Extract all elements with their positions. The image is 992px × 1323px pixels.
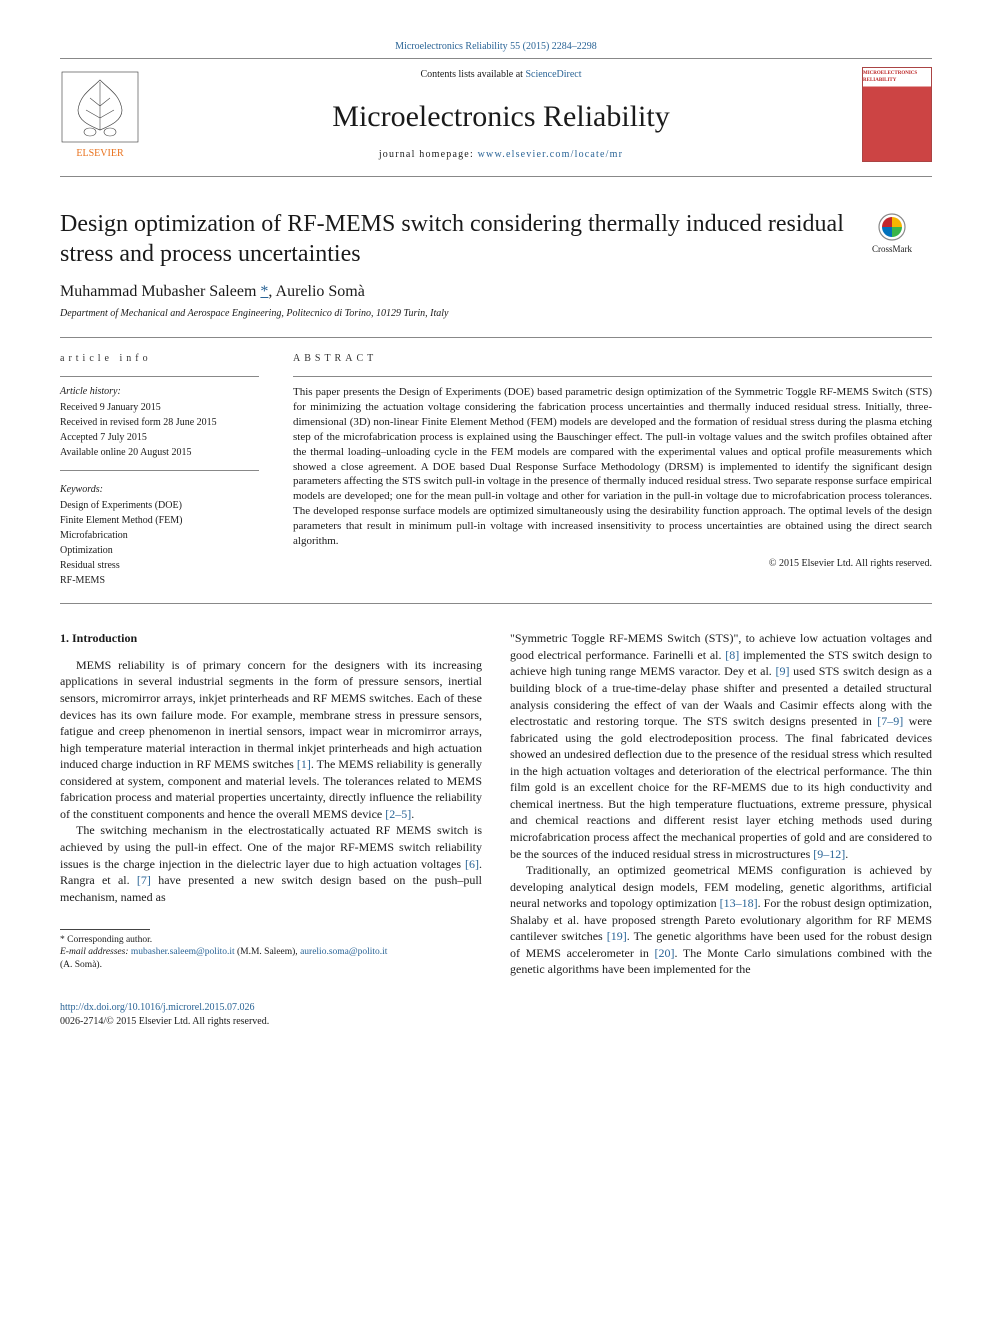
info-abstract-row: article info Article history: Received 9… (60, 338, 932, 604)
publisher-name: ELSEVIER (76, 148, 124, 159)
sciencedirect-link[interactable]: ScienceDirect (525, 69, 581, 80)
masthead: ELSEVIER Contents lists available at Sci… (60, 59, 932, 177)
email-name: (M.M. Saleem), (235, 947, 300, 957)
crossmark-label: CrossMark (872, 243, 912, 256)
history-item: Accepted 7 July 2015 (60, 431, 259, 445)
affiliation: Department of Mechanical and Aerospace E… (60, 307, 932, 321)
history-label: Article history: (60, 385, 259, 399)
paper-title: Design optimization of RF-MEMS switch co… (60, 209, 852, 269)
paragraph: MEMS reliability is of primary concern f… (60, 657, 482, 822)
ref-link[interactable]: [1] (297, 757, 311, 771)
keyword: Design of Experiments (DOE) (60, 499, 259, 513)
column-left: 1. Introduction MEMS reliability is of p… (60, 630, 482, 1028)
homepage-link[interactable]: www.elsevier.com/locate/mr (478, 149, 624, 160)
homepage-prefix: journal homepage: (379, 149, 478, 160)
info-subrule (60, 470, 259, 471)
paragraph: "Symmetric Toggle RF-MEMS Switch (STS)",… (510, 630, 932, 862)
ref-link[interactable]: [13–18] (720, 896, 758, 910)
contents-prefix: Contents lists available at (420, 69, 525, 80)
ref-link[interactable]: [19] (607, 929, 627, 943)
ref-link[interactable]: [8] (725, 648, 739, 662)
keyword: Microfabrication (60, 529, 259, 543)
journal-cover-thumb: MICROELECTRONICS RELIABILITY (862, 67, 932, 162)
abstract-block: ABSTRACT This paper presents the Design … (275, 338, 932, 603)
doi-link[interactable]: http://dx.doi.org/10.1016/j.microrel.201… (60, 1002, 255, 1013)
body-columns: 1. Introduction MEMS reliability is of p… (60, 630, 932, 1028)
history-item: Received 9 January 2015 (60, 401, 259, 415)
homepage-line: journal homepage: www.elsevier.com/locat… (150, 148, 852, 162)
ref-link[interactable]: [6] (465, 857, 479, 871)
keywords-label: Keywords: (60, 483, 259, 497)
column-right: "Symmetric Toggle RF-MEMS Switch (STS)",… (510, 630, 932, 1028)
section-heading: 1. Introduction (60, 630, 482, 647)
email-link[interactable]: mubasher.saleem@polito.it (131, 947, 235, 957)
crossmark-icon (878, 213, 906, 241)
author-2: Aurelio Somà (276, 283, 365, 300)
footer-block: http://dx.doi.org/10.1016/j.microrel.201… (60, 1001, 482, 1029)
contents-line: Contents lists available at ScienceDirec… (150, 68, 852, 82)
article-info: article info Article history: Received 9… (60, 338, 275, 603)
author-sep: , (268, 283, 275, 300)
masthead-center: Contents lists available at ScienceDirec… (140, 68, 862, 162)
running-head-link[interactable]: Microelectronics Reliability 55 (2015) 2… (395, 41, 597, 52)
keyword: Residual stress (60, 559, 259, 573)
article-info-label: article info (60, 352, 259, 366)
footnote-rule (60, 929, 150, 930)
keyword: RF-MEMS (60, 574, 259, 588)
email-link[interactable]: aurelio.soma@polito.it (300, 947, 387, 957)
email-name: (A. Somà). (60, 959, 482, 971)
authors: Muhammad Mubasher Saleem *, Aurelio Somà (60, 281, 932, 303)
paragraph: Traditionally, an optimized geometrical … (510, 862, 932, 978)
author-1: Muhammad Mubasher Saleem (60, 283, 260, 300)
crossmark-badge[interactable]: CrossMark (852, 209, 932, 269)
email-label: E-mail addresses: (60, 947, 131, 957)
publisher-logo: ELSEVIER (60, 70, 140, 160)
running-head: Microelectronics Reliability 55 (2015) 2… (60, 40, 932, 54)
ref-link[interactable]: [7–9] (877, 714, 903, 728)
elsevier-tree-icon: ELSEVIER (60, 70, 140, 160)
ref-link[interactable]: [7] (137, 873, 151, 887)
issn-line: 0026-2714/© 2015 Elsevier Ltd. All right… (60, 1015, 482, 1029)
journal-title: Microelectronics Reliability (150, 96, 852, 138)
abstract-text: This paper presents the Design of Experi… (293, 385, 932, 548)
info-subrule (60, 376, 259, 377)
cover-label: MICROELECTRONICS RELIABILITY (863, 70, 931, 84)
abstract-label: ABSTRACT (293, 352, 932, 366)
ref-link[interactable]: [2–5] (385, 807, 411, 821)
ref-link[interactable]: [9] (775, 664, 789, 678)
corr-label: * Corresponding author. (60, 934, 482, 946)
history-item: Available online 20 August 2015 (60, 446, 259, 460)
abstract-copyright: © 2015 Elsevier Ltd. All rights reserved… (293, 557, 932, 571)
ref-link[interactable]: [9–12] (813, 847, 845, 861)
abstract-subrule (293, 376, 932, 377)
keyword: Finite Element Method (FEM) (60, 514, 259, 528)
history-item: Received in revised form 28 June 2015 (60, 416, 259, 430)
ref-link[interactable]: [20] (654, 946, 674, 960)
corresponding-footnote: * Corresponding author. E-mail addresses… (60, 934, 482, 971)
keyword: Optimization (60, 544, 259, 558)
paragraph: The switching mechanism in the electrost… (60, 822, 482, 905)
